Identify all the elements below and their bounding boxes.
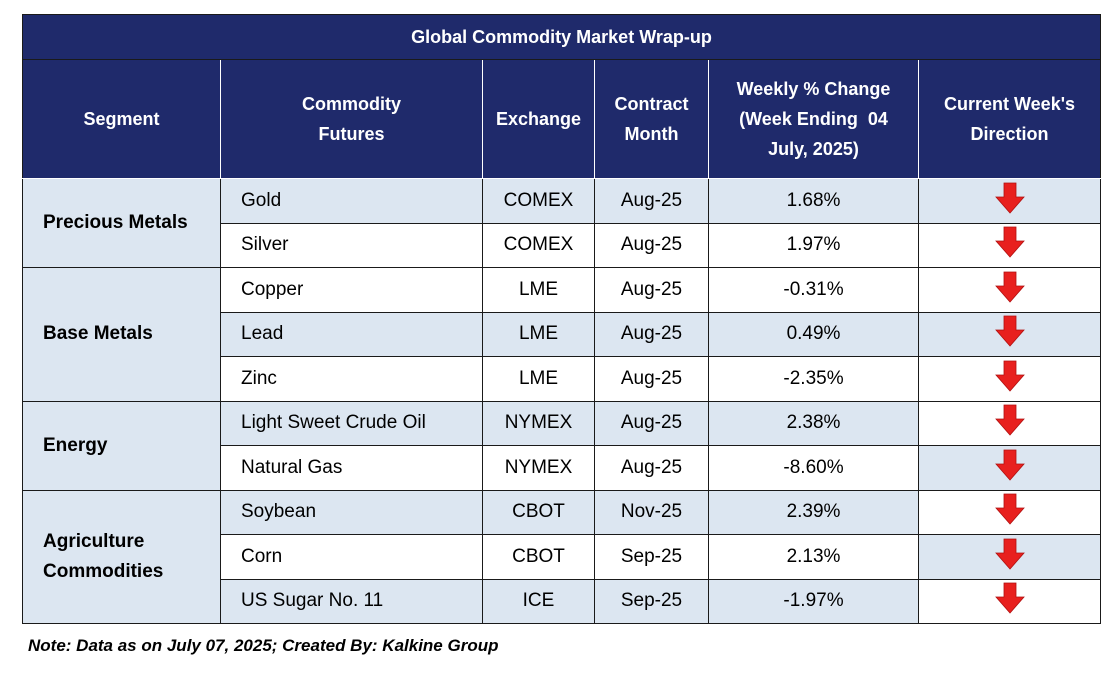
header-direction: Current Week's Direction bbox=[917, 59, 1102, 179]
down-arrow-icon bbox=[994, 404, 1025, 442]
segment-agri-line2: Commodities bbox=[43, 560, 164, 582]
exchange-cell: COMEX bbox=[482, 178, 595, 224]
header-commodity-futures: Commodity Futures bbox=[220, 59, 483, 179]
commodity-cell: Copper bbox=[220, 267, 483, 313]
table-row: Lead LME Aug-25 0.49% bbox=[23, 311, 1102, 357]
table-title: Global Commodity Market Wrap-up bbox=[21, 14, 1102, 60]
change-cell: 1.97% bbox=[708, 222, 919, 268]
table-row: US Sugar No. 11 ICE Sep-25 -1.97% bbox=[23, 578, 1102, 624]
direction-cell bbox=[917, 578, 1102, 624]
direction-cell bbox=[917, 445, 1102, 491]
month-cell: Aug-25 bbox=[594, 311, 709, 357]
segment-precious-metals: Precious Metals bbox=[22, 178, 221, 268]
direction-cell bbox=[917, 178, 1102, 224]
down-arrow-icon bbox=[994, 271, 1025, 309]
exchange-cell: LME bbox=[482, 267, 595, 313]
commodity-cell: Soybean bbox=[220, 489, 483, 535]
change-cell: 2.13% bbox=[708, 534, 919, 580]
down-arrow-icon bbox=[994, 582, 1025, 620]
table-row: Base Metals Copper LME Aug-25 -0.31% bbox=[22, 267, 1102, 402]
header-futures-line2: Futures bbox=[318, 124, 385, 144]
header-weekly-change: Weekly % Change (Week Ending 04 July, 2025… bbox=[708, 59, 919, 179]
header-month-line1: Contract bbox=[614, 94, 689, 114]
change-cell: 1.68% bbox=[708, 178, 919, 224]
commodity-cell: Natural Gas bbox=[220, 445, 483, 491]
exchange-cell: NYMEX bbox=[482, 445, 595, 491]
header-change-line1: Weekly % Change bbox=[736, 79, 891, 99]
down-arrow-icon bbox=[994, 226, 1025, 264]
table-row: Corn CBOT Sep-25 2.13% bbox=[23, 534, 1102, 580]
down-arrow-icon bbox=[994, 493, 1025, 531]
exchange-cell: CBOT bbox=[482, 489, 595, 535]
down-arrow-icon bbox=[994, 538, 1025, 576]
month-cell: Sep-25 bbox=[594, 534, 709, 580]
commodity-cell: Light Sweet Crude Oil bbox=[220, 400, 483, 446]
header-direction-line2: Direction bbox=[970, 124, 1049, 144]
direction-cell bbox=[917, 489, 1102, 535]
change-cell: 0.49% bbox=[708, 311, 919, 357]
month-cell: Nov-25 bbox=[594, 489, 709, 535]
exchange-cell: LME bbox=[482, 356, 595, 402]
table-row: Silver COMEX Aug-25 1.97% bbox=[23, 222, 1102, 268]
month-cell: Aug-25 bbox=[594, 445, 709, 491]
segment-base-metals: Base Metals bbox=[22, 267, 221, 402]
direction-cell bbox=[917, 400, 1102, 446]
footnote: Note: Data as on July 07, 2025; Created … bbox=[28, 636, 499, 655]
table-row: Agriculture Commodities Soybean CBOT Nov-… bbox=[22, 489, 1102, 624]
change-cell: -1.97% bbox=[708, 578, 919, 624]
exchange-cell: NYMEX bbox=[482, 400, 595, 446]
commodity-cell: Zinc bbox=[220, 356, 483, 402]
down-arrow-icon bbox=[994, 360, 1025, 398]
header-month-line2: Month bbox=[624, 124, 679, 144]
header-change-line2: (Week Ending 04 bbox=[739, 109, 888, 129]
change-cell: -2.35% bbox=[708, 356, 919, 402]
header-direction-line1: Current Week's bbox=[944, 94, 1075, 114]
commodity-cell: Lead bbox=[220, 311, 483, 357]
month-cell: Aug-25 bbox=[594, 400, 709, 446]
direction-cell bbox=[917, 267, 1102, 313]
down-arrow-icon bbox=[994, 315, 1025, 353]
month-cell: Aug-25 bbox=[594, 356, 709, 402]
exchange-cell: COMEX bbox=[482, 222, 595, 268]
market-wrap-table-container: Global Commodity Market Wrap-up Segment … bbox=[21, 14, 1102, 624]
direction-cell bbox=[917, 534, 1102, 580]
segment-agriculture-commodities: Agriculture Commodities bbox=[22, 489, 221, 624]
header-exchange: Exchange bbox=[482, 59, 595, 179]
month-cell: Aug-25 bbox=[594, 178, 709, 224]
direction-cell bbox=[917, 222, 1102, 268]
change-cell: -8.60% bbox=[708, 445, 919, 491]
segment-agri-line1: Agriculture bbox=[43, 530, 145, 552]
commodity-table: Global Commodity Market Wrap-up Segment … bbox=[21, 14, 1102, 624]
header-segment: Segment bbox=[22, 59, 221, 179]
commodity-cell: US Sugar No. 11 bbox=[220, 578, 483, 624]
segment-energy: Energy bbox=[22, 400, 221, 491]
direction-cell bbox=[917, 311, 1102, 357]
header-futures-line1: Commodity bbox=[302, 94, 401, 114]
month-cell: Aug-25 bbox=[594, 267, 709, 313]
change-cell: 2.39% bbox=[708, 489, 919, 535]
month-cell: Aug-25 bbox=[594, 222, 709, 268]
table-row: Energy Light Sweet Crude Oil NYMEX Aug-2… bbox=[22, 400, 1102, 491]
exchange-cell: CBOT bbox=[482, 534, 595, 580]
month-cell: Sep-25 bbox=[594, 578, 709, 624]
exchange-cell: ICE bbox=[482, 578, 595, 624]
table-row: Zinc LME Aug-25 -2.35% bbox=[23, 356, 1102, 402]
header-change-line3: July, 2025) bbox=[768, 139, 859, 159]
commodity-cell: Silver bbox=[220, 222, 483, 268]
table-row: Precious Metals Gold COMEX Aug-25 1.68% bbox=[22, 178, 1102, 268]
header-contract-month: Contract Month bbox=[594, 59, 709, 179]
direction-cell bbox=[917, 356, 1102, 402]
exchange-cell: LME bbox=[482, 311, 595, 357]
down-arrow-icon bbox=[994, 182, 1025, 220]
change-cell: 2.38% bbox=[708, 400, 919, 446]
commodity-cell: Gold bbox=[220, 178, 483, 224]
down-arrow-icon bbox=[994, 449, 1025, 487]
change-cell: -0.31% bbox=[708, 267, 919, 313]
commodity-cell: Corn bbox=[220, 534, 483, 580]
